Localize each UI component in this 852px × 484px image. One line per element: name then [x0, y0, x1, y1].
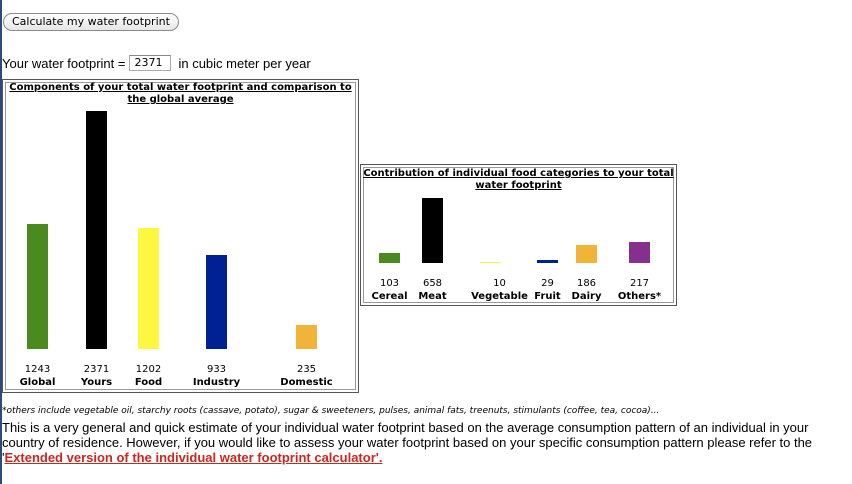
others-footnote: *others include vegetable oil, starchy r…: [2, 406, 660, 416]
components-category-label: Yours: [80, 377, 112, 388]
food-value-label: 10: [493, 278, 506, 289]
components-category-label: Domestic: [280, 377, 333, 388]
components-chart: Components of your total water footprint…: [2, 79, 359, 393]
food-categories-chart-title-line-2: water footprint: [475, 180, 562, 191]
food-bar-cereal: [379, 253, 400, 263]
food-categories-chart-title-line-1: Contribution of individual food categori…: [363, 168, 674, 179]
food-categories-chart-title: Contribution of individual food categori…: [361, 168, 676, 192]
components-bar-food: [138, 228, 159, 349]
components-value-label: 933: [207, 364, 226, 375]
food-value-label: 217: [630, 278, 649, 289]
food-categories-chart-plot: 103 Cereal 658 Meat 10 Vegetable 29 Fruit 186 Dai…: [371, 198, 662, 302]
food-categories-chart-frame: [363, 167, 674, 303]
description-paragraph: This is a very general and quick estimat…: [2, 420, 832, 465]
food-value-label: 186: [577, 278, 596, 289]
components-chart-title-line-2: the global average: [127, 94, 234, 105]
page-left-border: [0, 0, 2, 484]
food-bar-fruit: [537, 260, 558, 263]
food-bar-others: [629, 242, 650, 263]
components-chart-frame: [5, 82, 356, 390]
components-value-label: 235: [297, 364, 316, 375]
food-category-label: Others*: [618, 291, 662, 302]
components-value-label: 2371: [84, 364, 109, 375]
food-value-label: 658: [423, 278, 442, 289]
footprint-result-row: Your water footprint = in cubic meter per…: [2, 55, 311, 73]
food-category-label: Meat: [418, 291, 446, 302]
food-bar-vegetable: [480, 262, 501, 263]
footprint-value-input[interactable]: [129, 55, 172, 71]
food-category-label: Dairy: [572, 291, 602, 302]
components-bar-industry: [206, 255, 227, 349]
food-category-label: Vegetable: [471, 291, 528, 302]
components-bar-yours: [86, 111, 107, 349]
footprint-label: Your water footprint =: [2, 56, 126, 71]
food-bar-meat: [422, 198, 443, 263]
calculate-footprint-button[interactable]: Calculate my water footprint: [3, 13, 179, 31]
components-chart-title-line-1: Components of your total water footprint…: [9, 82, 352, 93]
components-bar-domestic: [296, 325, 317, 349]
components-category-label: Industry: [193, 377, 241, 388]
components-chart-title: Components of your total water footprint…: [3, 82, 358, 106]
components-category-label: Food: [135, 377, 162, 388]
extended-calculator-link[interactable]: Extended version of the individual water…: [4, 450, 383, 465]
description-text: This is a very general and quick estimat…: [2, 420, 813, 465]
food-value-label: 29: [541, 278, 554, 289]
food-categories-chart: Contribution of individual food categori…: [360, 164, 677, 306]
food-category-label: Fruit: [534, 291, 561, 302]
components-category-label: Global: [20, 377, 56, 388]
components-chart-plot: 1243 Global 2371 Yours 1202 Food 933 Industry 23…: [20, 111, 333, 388]
food-category-label: Cereal: [371, 291, 407, 302]
components-value-label: 1202: [136, 364, 161, 375]
components-bar-global: [27, 224, 48, 349]
footprint-unit-label: in cubic meter per year: [178, 56, 311, 71]
food-bar-dairy: [576, 245, 597, 263]
food-value-label: 103: [380, 278, 399, 289]
components-value-label: 1243: [25, 364, 50, 375]
